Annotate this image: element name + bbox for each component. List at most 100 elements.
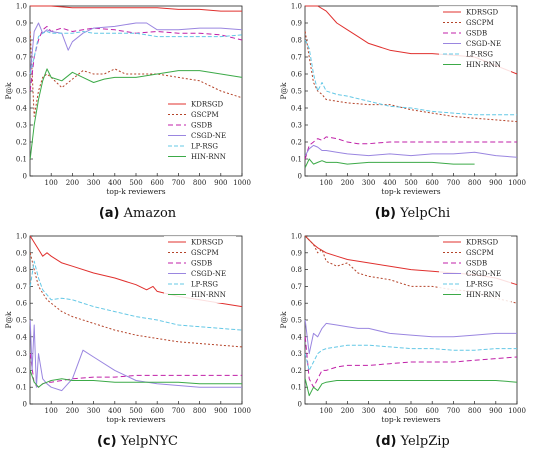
y-tick-label: 0.6 (291, 71, 303, 79)
legend-entry: GSCPM (466, 249, 494, 257)
y-tick-label: 0.4 (16, 333, 28, 341)
chart-legend: KDRSGD GSCPM GSDB CSGD-NE LP-RSG HIN-RNN (164, 98, 236, 165)
y-tick-label: 0.1 (16, 156, 27, 164)
y-tick-label: 0.8 (16, 266, 27, 274)
legend-box (439, 236, 511, 303)
y-tick-label: 0.3 (16, 122, 27, 130)
chart-caption: (a) Amazon (0, 206, 275, 221)
x-tick-label: 900 (489, 179, 502, 187)
legend-entry: KDRSGD (466, 239, 498, 247)
x-tick-label: 600 (426, 407, 439, 415)
x-tick-label: 300 (362, 179, 375, 187)
series-line-csgd-ne (29, 319, 242, 392)
legend-entry: KDRSGD (466, 9, 498, 17)
y-tick-label: 0.3 (16, 350, 27, 358)
x-tick-label: 300 (87, 179, 100, 187)
y-tick-label: 0.8 (291, 266, 302, 274)
y-tick-label: 0.3 (291, 122, 302, 130)
y-tick-label: 0.5 (291, 88, 302, 96)
y-tick-label: 0.5 (291, 317, 302, 325)
chart-caption: (d) YelpZip (275, 434, 550, 449)
x-tick-label: 800 (193, 179, 206, 187)
x-tick-label: 700 (172, 179, 185, 187)
x-axis-label: top-k reviewers (106, 187, 165, 196)
x-tick-label: 500 (129, 179, 142, 187)
x-tick-label: 1000 (508, 179, 526, 187)
series-line-hin-rnn (29, 370, 242, 388)
caption-letter: (d) (375, 434, 397, 449)
series-line-csgd-ne (304, 144, 518, 158)
y-tick-label: 1.0 (16, 233, 27, 241)
caption-text: YelpZip (400, 434, 450, 449)
legend-entry: LP-RSG (191, 281, 218, 289)
chart-panel-amazon: 0 0.1 0.2 0.3 0.4 0.5 0.6 0.7 0.8 0.9 1.0 100 200 300… (0, 0, 275, 228)
y-tick-label: 0.8 (291, 37, 302, 45)
y-tick-label: 0.2 (16, 367, 27, 375)
legend-entry: LP-RSG (466, 51, 493, 59)
x-tick-label: 400 (108, 179, 121, 187)
x-tick-label: 600 (151, 179, 164, 187)
series-line-gsdb (304, 336, 518, 388)
chart-svg-amazon: 0 0.1 0.2 0.3 0.4 0.5 0.6 0.7 0.8 0.9 1.0 100 200 300… (4, 3, 251, 197)
x-tick-label: 500 (129, 407, 142, 415)
x-tick-label: 200 (341, 179, 354, 187)
chart-panel-yelpnyc: 0 0.1 0.2 0.3 0.4 0.5 0.6 0.7 0.8 0.9 1.0 100 200 300… (0, 228, 275, 456)
x-tick-label: 100 (45, 407, 58, 415)
y-axis-label: P@k (4, 82, 13, 100)
caption-letter: (c) (96, 434, 117, 449)
x-tick-label: 1000 (233, 179, 251, 187)
y-tick-label: 0.5 (16, 317, 27, 325)
y-tick-label: 0 (298, 173, 302, 181)
series-line-lp-rsg (29, 260, 243, 331)
legend-entry: GSDB (191, 260, 212, 268)
x-tick-label: 200 (66, 407, 79, 415)
x-axis-label: top-k reviewers (106, 415, 165, 424)
y-axis-label: P@k (4, 311, 13, 329)
x-axis-label: top-k reviewers (381, 415, 440, 424)
series-line-hin-rnn (304, 158, 475, 168)
y-tick-label: 1.0 (291, 233, 302, 241)
x-tick-label: 700 (172, 407, 185, 415)
y-tick-label: 0.9 (16, 20, 27, 28)
y-tick-label: 0.5 (16, 88, 27, 96)
y-tick-label: 0.9 (16, 249, 27, 257)
y-axis-label: P@k (279, 311, 288, 329)
x-tick-label: 1000 (508, 407, 526, 415)
y-tick-label: 0.9 (291, 249, 302, 257)
x-tick-label: 600 (426, 179, 439, 187)
x-tick-label: 800 (468, 407, 481, 415)
y-tick-label: 0.7 (16, 283, 27, 291)
chart-legend: KDRSGD GSCPM GSDB CSGD-NE LP-RSG HIN-RNN (164, 236, 236, 303)
legend-entry: GSDB (191, 122, 212, 130)
chart-panel-yelpzip: 0 0.1 0.2 0.3 0.4 0.5 0.6 0.7 0.8 0.9 1.0 100 200 300… (275, 228, 550, 456)
legend-entry: CSGD-NE (191, 270, 226, 278)
y-tick-label: 0.2 (16, 139, 27, 147)
series-line-csgd-ne (304, 319, 517, 355)
legend-entry: KDRSGD (191, 239, 223, 247)
x-tick-label: 100 (45, 179, 58, 187)
y-tick-label: 0 (298, 401, 302, 409)
chart-legend: KDRSGD GSCPM GSDB CSGD-NE LP-RSG HIN-RNN (439, 6, 511, 73)
legend-entry: LP-RSG (466, 281, 493, 289)
legend-entry: CSGD-NE (466, 270, 501, 278)
x-axis-label: top-k reviewers (381, 187, 440, 196)
series-line-lp-rsg (29, 31, 243, 75)
y-axis-label: P@k (279, 82, 288, 100)
y-tick-label: 0.7 (291, 283, 302, 291)
y-tick-label: 0.8 (16, 37, 27, 45)
legend-entry: GSCPM (191, 249, 219, 257)
y-tick-label: 0.4 (16, 105, 28, 113)
y-tick-label: 0.6 (291, 300, 303, 308)
x-tick-label: 500 (404, 179, 417, 187)
x-tick-label: 200 (341, 407, 354, 415)
y-tick-label: 0.1 (291, 156, 302, 164)
y-tick-label: 0.2 (291, 139, 302, 147)
legend-entry: CSGD-NE (466, 40, 501, 48)
legend-entry: GSCPM (466, 19, 494, 27)
series-line-hin-rnn (304, 378, 518, 397)
x-tick-label: 400 (108, 407, 121, 415)
chart-svg-yelpnyc: 0 0.1 0.2 0.3 0.4 0.5 0.6 0.7 0.8 0.9 1.0 100 200 300… (4, 233, 251, 425)
x-tick-label: 400 (383, 407, 396, 415)
x-tick-label: 100 (320, 179, 333, 187)
y-tick-label: 0.1 (291, 384, 302, 392)
